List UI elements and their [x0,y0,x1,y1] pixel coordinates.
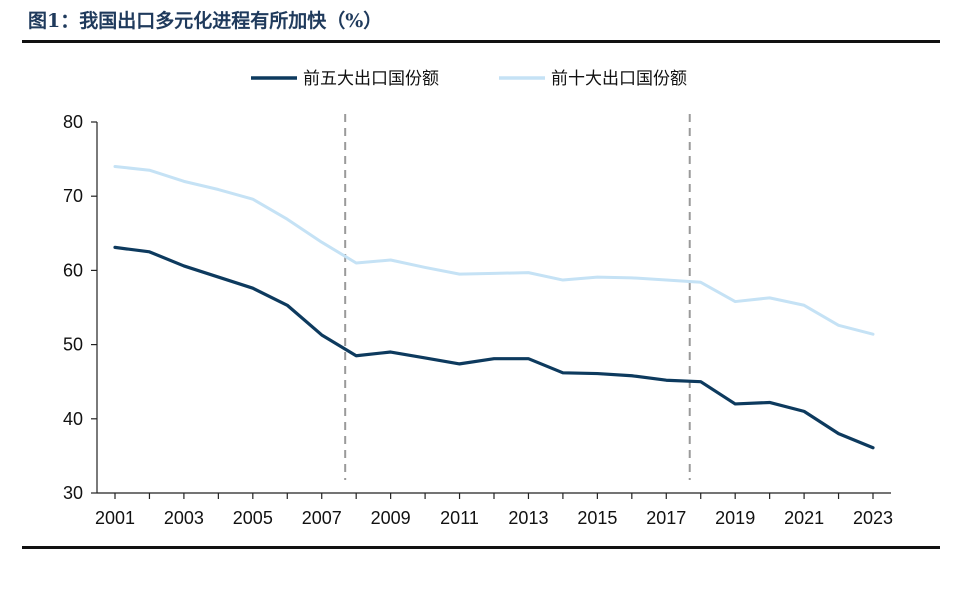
series-layer [113,165,875,450]
series-line-top5 [113,245,875,450]
x-tick-label: 2013 [508,508,548,528]
top-rule [22,40,940,43]
legend-label: 前十大出口国份额 [551,69,687,89]
reference-lines [344,114,691,480]
figure-title: 图1：我国出口多元化进程有所加快（%） [28,10,383,32]
y-tick-label: 70 [63,186,83,206]
x-tick-label: 2023 [853,508,893,528]
x-tick-label: 2009 [371,508,411,528]
legend-label: 前五大出口国份额 [303,69,439,89]
legend: 前五大出口国份额 前十大出口国份额 [251,69,687,89]
series-line-top10 [113,165,875,336]
x-tick-label: 2015 [577,508,617,528]
x-tick-label: 2005 [233,508,273,528]
y-tick-label: 50 [63,335,83,355]
y-tick-label: 60 [63,260,83,280]
y-tick-label: 80 [63,112,83,132]
x-tick-label: 2007 [302,508,342,528]
x-tick-label: 2021 [784,508,824,528]
y-tick-label: 40 [63,409,83,429]
x-tick-label: 2011 [440,508,479,528]
x-tick-label: 2001 [95,508,135,528]
tick-labels: 30 40 50 60 70 80 2001 2003 2005 2007 2009 2011 2013… [63,112,893,528]
chart-axes [91,121,891,499]
x-tick-label: 2017 [646,508,686,528]
x-tick-label: 2003 [164,508,204,528]
y-tick-label: 30 [63,483,83,503]
x-tick-label: 2019 [715,508,755,528]
bottom-rule [22,546,940,549]
